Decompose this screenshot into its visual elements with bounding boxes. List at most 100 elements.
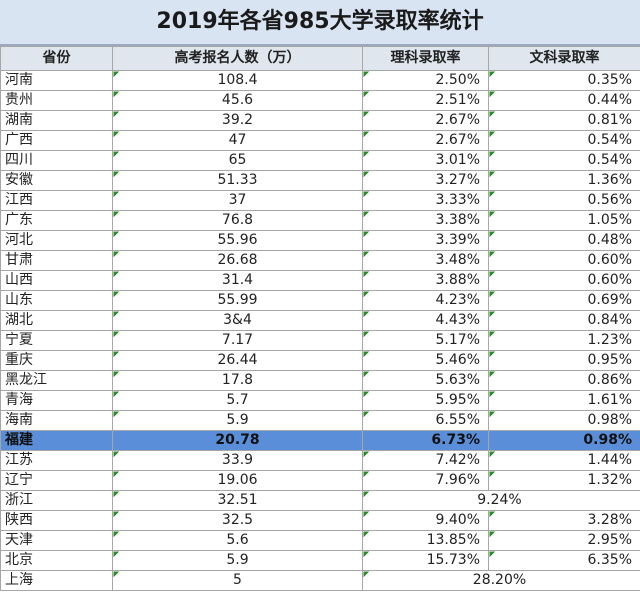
cell: 6.73% <box>362 430 489 451</box>
table-row: 广东 76.8 3.38% 1.05% <box>0 210 640 231</box>
cell: 7.96% <box>362 470 489 491</box>
table-row: 上海 5 28.20% <box>0 570 640 591</box>
cell: 65 <box>112 150 363 171</box>
cell: 3.38% <box>362 210 489 231</box>
cell: 20.78 <box>112 430 363 451</box>
cell: 33.9 <box>112 450 363 471</box>
header-row: 省份 高考报名人数（万） 理科录取率 文科录取率 <box>0 46 640 71</box>
cell: 5.9 <box>112 410 363 431</box>
cell: 55.99 <box>112 290 363 311</box>
cell: 宁夏 <box>0 330 113 351</box>
cell: 51.33 <box>112 170 363 191</box>
cell: 76.8 <box>112 210 363 231</box>
cell: 3.27% <box>362 170 489 191</box>
cell: 2.51% <box>362 90 489 111</box>
cell: 四川 <box>0 150 113 171</box>
title: 2019年各省985大学录取率统计 <box>0 0 640 46</box>
table-row: 江苏 33.9 7.42% 1.44% <box>0 450 640 471</box>
cell: 0.56% <box>488 190 640 211</box>
cell: 0.35% <box>488 70 640 91</box>
cell: 2.67% <box>362 110 489 131</box>
cell: 河南 <box>0 70 113 91</box>
table-row: 贵州 45.6 2.51% 0.44% <box>0 90 640 111</box>
cell: 4.23% <box>362 290 489 311</box>
cell: 7.17 <box>112 330 363 351</box>
cell: 39.2 <box>112 110 363 131</box>
table-row: 浙江 32.51 9.24% <box>0 490 640 511</box>
cell: 31.4 <box>112 270 363 291</box>
cell: 32.51 <box>112 490 363 511</box>
column-header: 省份 <box>0 46 113 71</box>
cell: 5.7 <box>112 390 363 411</box>
cell: 甘肃 <box>0 250 113 271</box>
table-row: 宁夏 7.17 5.17% 1.23% <box>0 330 640 351</box>
cell: 4.43% <box>362 310 489 331</box>
cell: 陕西 <box>0 510 113 531</box>
cell: 32.5 <box>112 510 363 531</box>
cell: 0.98% <box>488 410 640 431</box>
cell: 0.48% <box>488 230 640 251</box>
column-header: 理科录取率 <box>362 46 489 71</box>
table-row: 河北 55.96 3.39% 0.48% <box>0 230 640 251</box>
table-row: 陕西 32.5 9.40% 3.28% <box>0 510 640 531</box>
cell: 0.54% <box>488 130 640 151</box>
table-row: 天津 5.6 13.85% 2.95% <box>0 530 640 551</box>
cell: 山西 <box>0 270 113 291</box>
cell: 2.50% <box>362 70 489 91</box>
table-row: 福建 20.78 6.73% 0.98% <box>0 430 640 451</box>
cell: 15.73% <box>362 550 489 571</box>
column-header: 高考报名人数（万） <box>112 46 363 71</box>
cell: 108.4 <box>112 70 363 91</box>
table-row: 广西 47 2.67% 0.54% <box>0 130 640 151</box>
cell: 3.88% <box>362 270 489 291</box>
cell: 上海 <box>0 570 113 591</box>
cell: 0.81% <box>488 110 640 131</box>
cell: 2.67% <box>362 130 489 151</box>
table: 省份 高考报名人数（万） 理科录取率 文科录取率 河南 108.4 2.50% 0.35% 贵… <box>0 46 640 591</box>
table-row: 甘肃 26.68 3.48% 0.60% <box>0 250 640 271</box>
cell: 0.60% <box>488 250 640 271</box>
table-body: 河南 108.4 2.50% 0.35% 贵州 45.6 2.51% 0.44% 湖南 39.2 2… <box>0 70 640 591</box>
cell: 1.44% <box>488 450 640 471</box>
table-row: 山东 55.99 4.23% 0.69% <box>0 290 640 311</box>
cell: 广东 <box>0 210 113 231</box>
cell: 1.05% <box>488 210 640 231</box>
cell: 7.42% <box>362 450 489 471</box>
cell: 5.63% <box>362 370 489 391</box>
cell: 湖南 <box>0 110 113 131</box>
table-row: 安徽 51.33 3.27% 1.36% <box>0 170 640 191</box>
table-row: 重庆 26.44 5.46% 0.95% <box>0 350 640 371</box>
table-row: 海南 5.9 6.55% 0.98% <box>0 410 640 431</box>
table-row: 湖南 39.2 2.67% 0.81% <box>0 110 640 131</box>
cell: 辽宁 <box>0 470 113 491</box>
cell: 山东 <box>0 290 113 311</box>
cell: 9.24% <box>362 490 640 511</box>
cell: 0.44% <box>488 90 640 111</box>
table-row: 黑龙江 17.8 5.63% 0.86% <box>0 370 640 391</box>
cell: 26.68 <box>112 250 363 271</box>
table-row: 湖北 3&4 4.43% 0.84% <box>0 310 640 331</box>
cell: 13.85% <box>362 530 489 551</box>
cell: 1.36% <box>488 170 640 191</box>
cell: 0.69% <box>488 290 640 311</box>
cell: 3.33% <box>362 190 489 211</box>
table-row: 青海 5.7 5.95% 1.61% <box>0 390 640 411</box>
cell: 0.95% <box>488 350 640 371</box>
cell: 0.54% <box>488 150 640 171</box>
cell: 3.48% <box>362 250 489 271</box>
cell: 9.40% <box>362 510 489 531</box>
column-header: 文科录取率 <box>488 46 640 71</box>
cell: 3.39% <box>362 230 489 251</box>
cell: 47 <box>112 130 363 151</box>
cell: 1.61% <box>488 390 640 411</box>
cell: 5.9 <box>112 550 363 571</box>
cell: 黑龙江 <box>0 370 113 391</box>
cell: 45.6 <box>112 90 363 111</box>
cell: 5.6 <box>112 530 363 551</box>
cell: 安徽 <box>0 170 113 191</box>
cell: 5.95% <box>362 390 489 411</box>
cell: 广西 <box>0 130 113 151</box>
cell: 6.35% <box>488 550 640 571</box>
cell: 19.06 <box>112 470 363 491</box>
